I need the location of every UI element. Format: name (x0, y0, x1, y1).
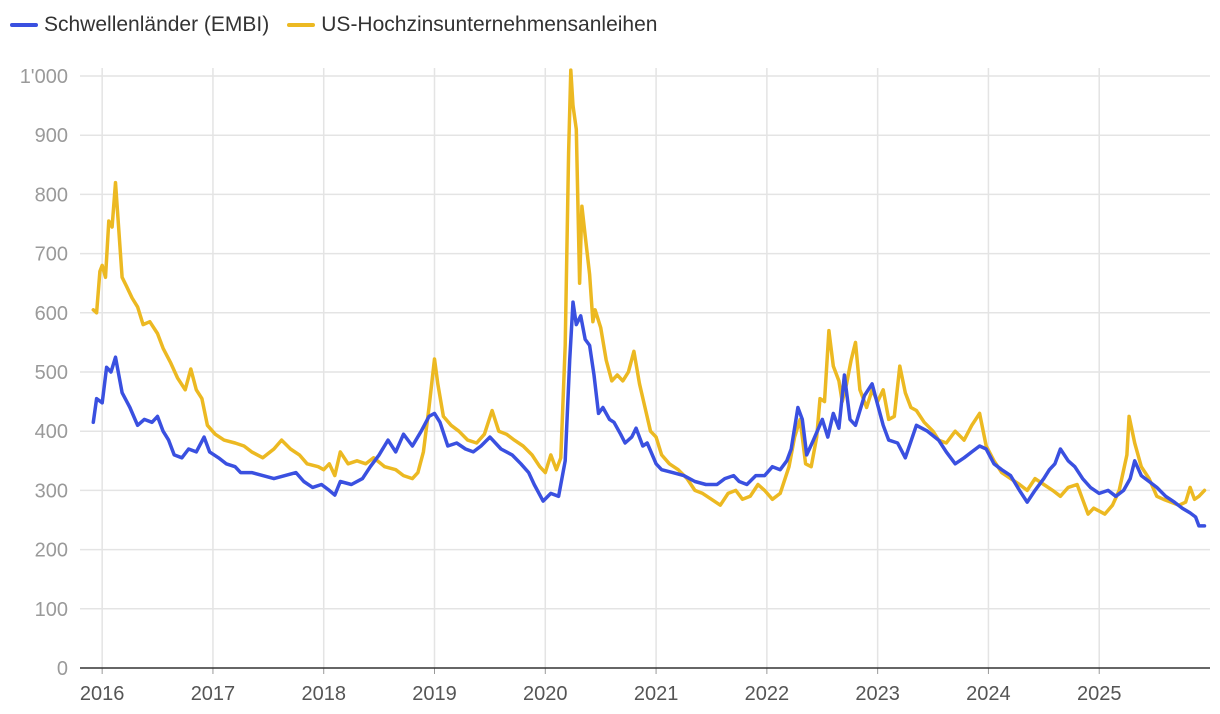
y-tick-label: 600 (35, 303, 68, 325)
series-lines (91, 68, 1207, 528)
y-tick-label: 800 (35, 184, 68, 206)
y-tick-label: 200 (35, 540, 68, 562)
x-tick-label: 2016 (80, 683, 125, 705)
legend-label-us-high-yield: US-Hochzinsunternehmensanleihen (321, 13, 658, 36)
x-tick-label: 2024 (966, 683, 1011, 705)
x-tick-label: 2017 (191, 683, 236, 705)
legend: Schwellenländer (EMBI) US-Hochzinsuntern… (10, 8, 657, 42)
y-tick-label: 900 (35, 125, 68, 147)
legend-swatch-embi (10, 23, 38, 27)
y-tick-label: 300 (35, 480, 68, 502)
x-tick-label: 2019 (412, 683, 457, 705)
gridlines (80, 68, 1210, 668)
y-axis-ticks: 0 100 200 300 400 500 600 700 800 900 1'000 (20, 66, 68, 680)
y-tick-label: 100 (35, 599, 68, 621)
legend-label-embi: Schwellenländer (EMBI) (44, 13, 270, 36)
y-tick-label: 700 (35, 244, 68, 266)
y-tick-label: 500 (35, 362, 68, 384)
y-tick-label: 1'000 (20, 66, 68, 88)
x-tick-label: 2025 (1077, 683, 1122, 705)
legend-item-us-high-yield[interactable]: US-Hochzinsunternehmensanleihen (287, 13, 657, 37)
x-tick-label: 2023 (855, 683, 900, 705)
legend-swatch-us-high-yield (287, 23, 316, 27)
y-tick-label: 400 (35, 421, 68, 443)
series-line-embi (91, 300, 1207, 528)
x-tick-label: 2018 (301, 683, 346, 705)
legend-item-embi[interactable]: Schwellenländer (EMBI) (10, 13, 269, 37)
x-tick-label: 2021 (634, 683, 679, 705)
y-tick-label: 0 (57, 658, 68, 680)
x-axis-ticks: 2016 2017 2018 2019 2020 2021 2022 2023 2024 2025 (80, 668, 1122, 705)
x-tick-label: 2020 (523, 683, 568, 705)
x-tick-label: 2022 (745, 683, 790, 705)
